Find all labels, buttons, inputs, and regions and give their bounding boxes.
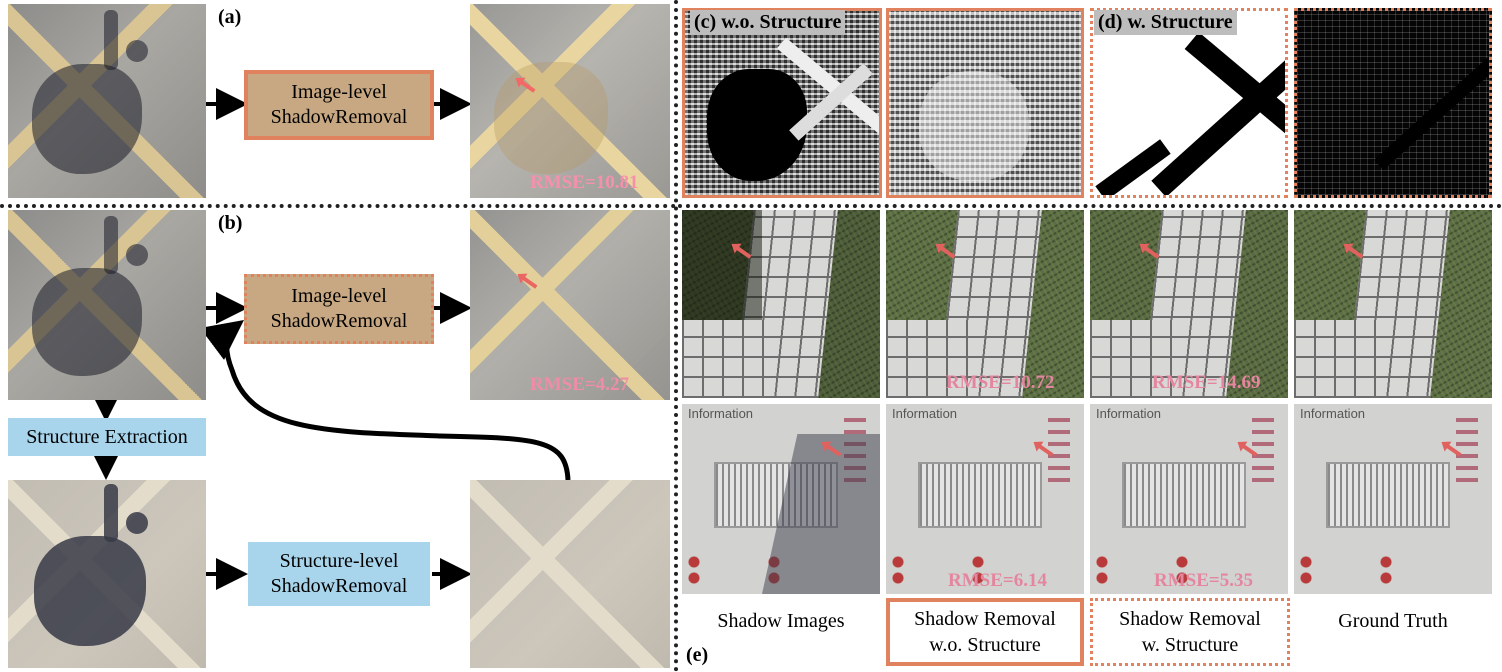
column-label-ground-truth: Ground Truth (1338, 610, 1448, 632)
structure-extraction-box: Structure Extraction (8, 418, 206, 456)
flow-arrows (90, 88, 571, 590)
walkway-wo-structure-result: RMSE=10.72 (886, 210, 1084, 398)
shadow-image-a (8, 4, 206, 198)
panel-tag-e: (e) (686, 644, 709, 666)
structure-map-wo-result (886, 8, 1084, 198)
map-label-d: (d) w. Structure (1094, 10, 1237, 35)
sign-w-structure-result: Information RMSE=5.35 (1090, 404, 1288, 594)
column-label-shadow-images: Shadow Images (717, 610, 845, 632)
structure-level-shadow-removal-box: Structure-level ShadowRemoval (248, 542, 430, 606)
structure-map-w-shadow (1090, 8, 1288, 198)
column-separator (674, 0, 678, 672)
panel-tag-b: (b) (218, 212, 243, 234)
result-image-b: RMSE=4.27 (470, 210, 670, 400)
red-arrow-icon (520, 275, 538, 289)
sign-shadow-image: Information (682, 404, 880, 594)
walkway-w-structure-result: RMSE=14.69 (1090, 210, 1288, 398)
rmse-a: RMSE=10.81 (530, 172, 639, 193)
shadow-image-b (8, 210, 206, 400)
column-label-wo-structure: Shadow Removal w.o. Structure (886, 598, 1084, 666)
structure-result-image (470, 480, 670, 668)
structure-map-ground-truth (1294, 8, 1492, 198)
structure-shadow-image (8, 480, 206, 668)
panel-tag-a: (a) (218, 6, 242, 28)
column-label-w-structure: Shadow Removal w. Structure (1090, 598, 1290, 666)
image-level-shadow-removal-box-b: Image-level ShadowRemoval (244, 274, 434, 344)
row-separator-right (678, 204, 1502, 208)
rmse-row3-w: RMSE=5.35 (1154, 570, 1253, 591)
result-image-a: RMSE=10.81 (470, 4, 670, 198)
walkway-ground-truth (1294, 210, 1492, 398)
walkway-shadow-image (682, 210, 880, 398)
map-label-c: (c) w.o. Structure (690, 10, 846, 35)
rmse-row3-wo: RMSE=6.14 (948, 570, 1047, 591)
rmse-b: RMSE=4.27 (530, 374, 629, 395)
sign-wo-structure-result: Information RMSE=6.14 (886, 404, 1084, 594)
rmse-row2-w: RMSE=14.69 (1152, 372, 1261, 393)
rmse-row2-wo: RMSE=10.72 (946, 372, 1055, 393)
image-level-shadow-removal-box-a: Image-level ShadowRemoval (244, 70, 434, 140)
sign-ground-truth: Information (1294, 404, 1492, 594)
row-separator (0, 204, 676, 208)
structure-map-wo-shadow (682, 8, 882, 198)
